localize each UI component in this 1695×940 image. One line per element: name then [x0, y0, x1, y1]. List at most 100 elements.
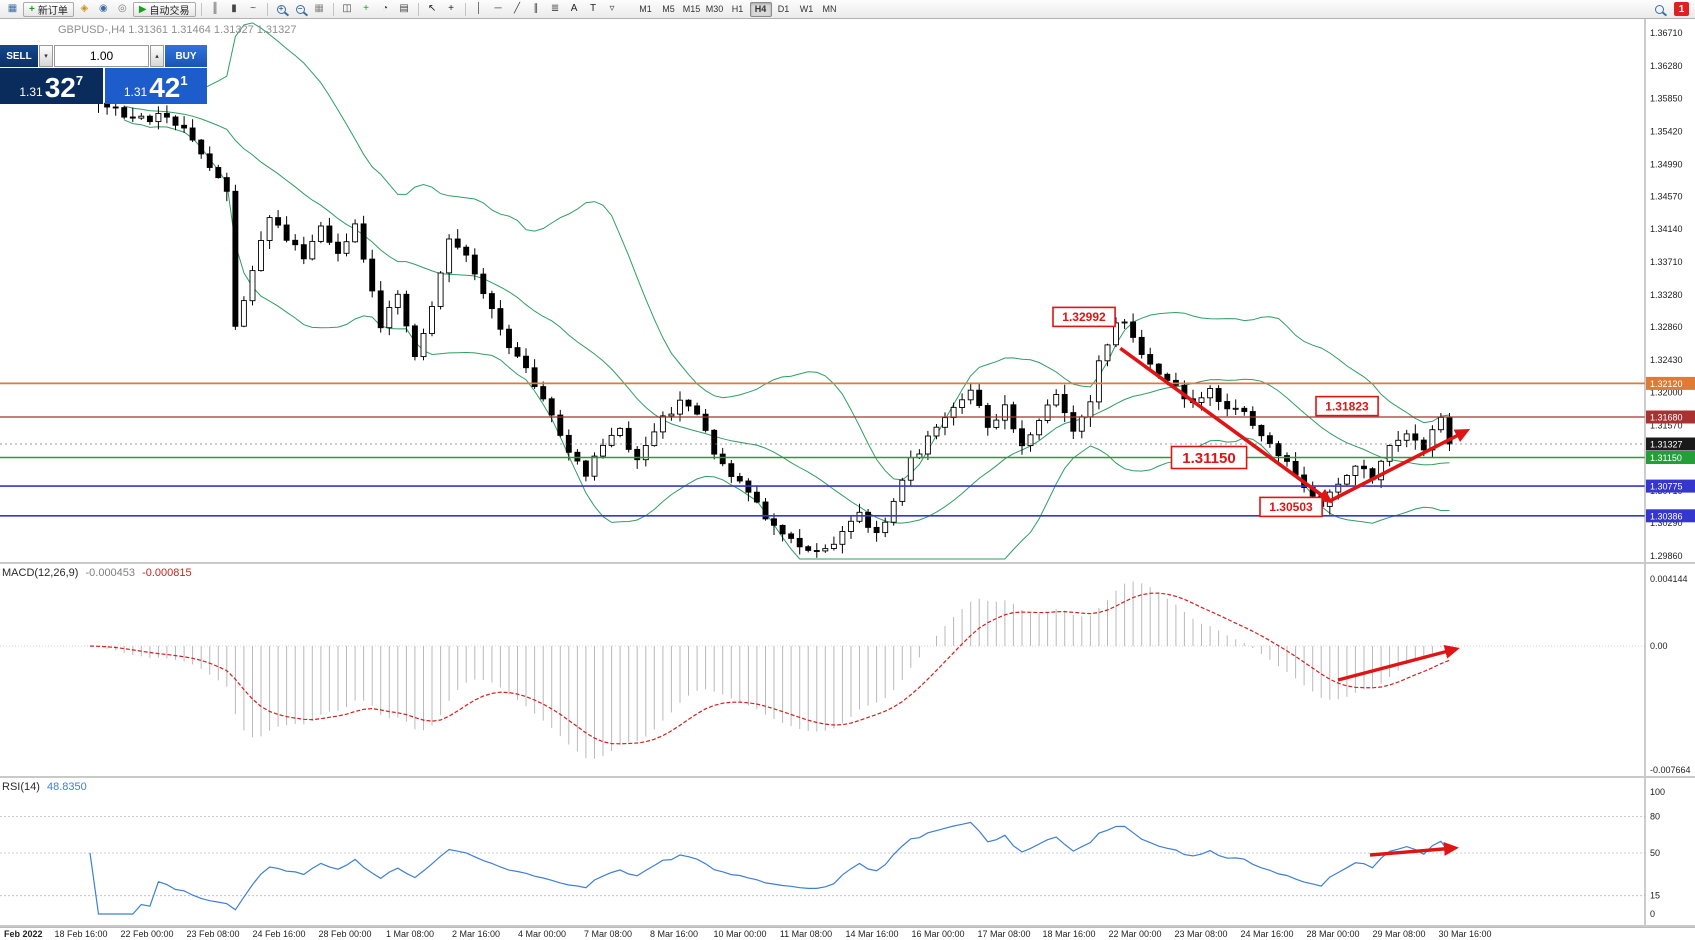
- time-axis-label: 29 Mar 08:00: [1372, 929, 1426, 939]
- volume-input[interactable]: [54, 45, 149, 67]
- price-chart[interactable]: 1.32992 1.31823 1.31150 1.30503 1.36710 1.362…: [0, 19, 1695, 562]
- time-axis-label: 24 Mar 16:00: [1240, 929, 1294, 939]
- zoom-in-icon-glyph: +: [276, 4, 286, 14]
- timeframe-m15-button[interactable]: M15: [682, 4, 701, 14]
- macd-panel[interactable]: 0.004144 0.00 -0.007664: [0, 564, 1695, 776]
- sell-price-prefix: 1.31: [19, 85, 43, 99]
- period-icon[interactable]: ◔: [382, 3, 389, 14]
- timeframe-m1-button[interactable]: M1: [639, 4, 652, 14]
- price-annotation[interactable]: 1.30503: [1259, 496, 1323, 518]
- buy-price-display[interactable]: 1.31 42 1: [104, 68, 207, 104]
- time-axis-label: 7 Mar 08:00: [583, 929, 633, 939]
- bar-chart-icon[interactable]: ║: [211, 3, 219, 14]
- rsi-arrow[interactable]: [1369, 841, 1459, 857]
- timeframe-w1-button[interactable]: W1: [799, 4, 814, 14]
- indicators-icon[interactable]: ◈: [80, 3, 89, 14]
- price-tag: 1.31680: [1646, 410, 1695, 424]
- svg-text:1.30775: 1.30775: [1650, 482, 1683, 492]
- svg-text:1.34990: 1.34990: [1650, 159, 1683, 169]
- macd-arrow[interactable]: [1337, 645, 1460, 682]
- sell-price-sup: 7: [75, 73, 84, 88]
- svg-text:1.30386: 1.30386: [1650, 511, 1683, 521]
- time-axis-label: 23 Feb 08:00: [186, 929, 240, 939]
- svg-text:80: 80: [1650, 811, 1660, 821]
- toolbar-right-group: 1: [1651, 2, 1691, 17]
- volume-increase-button[interactable]: ▴: [150, 45, 164, 67]
- trend-arrow[interactable]: [1119, 346, 1334, 504]
- one-click-controls: SELL ▾ ▴ BUY: [0, 45, 207, 67]
- zoom-out-icon[interactable]: −: [292, 2, 309, 17]
- timeframe-m5-button[interactable]: M5: [662, 4, 675, 14]
- price-annotation[interactable]: 1.31150: [1170, 445, 1248, 470]
- svg-text:100: 100: [1650, 787, 1665, 797]
- buy-button[interactable]: BUY: [165, 45, 207, 67]
- price-tag: 1.30386: [1646, 509, 1695, 523]
- magnifier-glyph: [1655, 4, 1664, 14]
- time-axis-label: 17 Mar 08:00: [977, 929, 1031, 939]
- rsi-panel[interactable]: 100 80 50 15 0: [0, 778, 1695, 925]
- macd-value-signal: -0.000815: [142, 567, 192, 579]
- timeframe-d1-button[interactable]: D1: [777, 4, 790, 14]
- vertical-line-icon[interactable]: │: [475, 3, 483, 14]
- svg-text:1.32000: 1.32000: [1650, 388, 1683, 398]
- time-axis-label: 16 Mar 00:00: [911, 929, 965, 939]
- timeframe-h4-button[interactable]: H4: [749, 1, 772, 17]
- sell-price-display[interactable]: 1.31 32 7: [0, 68, 103, 104]
- grid-icon[interactable]: ▦: [314, 3, 324, 14]
- time-axis-label: 1 Mar 08:00: [385, 929, 435, 939]
- text-icon[interactable]: A: [570, 3, 578, 14]
- svg-text:1.35850: 1.35850: [1650, 94, 1683, 104]
- svg-text:1.31680: 1.31680: [1650, 413, 1683, 423]
- text-label-icon[interactable]: T: [589, 3, 597, 14]
- svg-text:0.00: 0.00: [1650, 641, 1668, 651]
- trend-arrow[interactable]: [1328, 428, 1471, 503]
- cursor-icon[interactable]: ↖: [427, 3, 437, 14]
- trendline-icon[interactable]: ╱: [514, 3, 521, 14]
- timeframe-m30-button[interactable]: M30: [705, 4, 724, 14]
- zoom-out-icon-glyph: −: [295, 4, 305, 14]
- time-axis-label: 23 Mar 08:00: [1174, 929, 1228, 939]
- panel-separator[interactable]: [0, 925, 1695, 927]
- macd-label: MACD(12,26,9) -0.000453 -0.000815: [2, 567, 192, 579]
- arrows-tool-icon[interactable]: ▿: [609, 3, 615, 14]
- timeframe-mn-button[interactable]: MN: [822, 4, 837, 14]
- one-click-prices: 1.31 32 7 1.31 42 1: [0, 68, 207, 104]
- time-axis-label: 4 Mar 00:00: [517, 929, 567, 939]
- tile-windows-icon[interactable]: ◫: [342, 3, 352, 14]
- rsi-value: 48.8350: [46, 781, 87, 793]
- line-chart-icon[interactable]: ~: [250, 3, 256, 14]
- new-chart-icon[interactable]: +: [363, 3, 369, 14]
- navigator-icon[interactable]: ◉: [98, 3, 108, 14]
- rsi-label: RSI(14) 48.8350: [2, 781, 87, 793]
- rsi-name: RSI(14): [2, 781, 40, 793]
- chart-window-icon[interactable]: ▦: [7, 3, 18, 14]
- search-icon[interactable]: [1651, 2, 1668, 17]
- svg-text:1.31150: 1.31150: [1182, 450, 1235, 467]
- price-tag: 1.30775: [1646, 479, 1695, 493]
- notification-badge[interactable]: 1: [1674, 2, 1689, 16]
- sell-button[interactable]: SELL: [0, 45, 38, 67]
- time-axis-label: Feb 2022: [4, 929, 43, 939]
- zoom-in-icon[interactable]: +: [273, 2, 290, 17]
- panel-separator[interactable]: [0, 562, 1695, 564]
- new-order-button[interactable]: + 新订单: [23, 1, 74, 17]
- toolbar-separator: [200, 2, 202, 16]
- time-axis-label: 28 Mar 00:00: [1306, 929, 1360, 939]
- buy-price-big: 42: [149, 72, 181, 104]
- svg-text:1.33280: 1.33280: [1650, 290, 1683, 300]
- autotrading-button[interactable]: ▶ 自动交易: [132, 1, 196, 17]
- timeframe-h1-button[interactable]: H1: [731, 4, 744, 14]
- horizontal-line-icon[interactable]: ─: [494, 3, 502, 14]
- time-axis[interactable]: Feb 2022 18 Feb 16:00 22 Feb 00:00 23 Feb 0…: [0, 927, 1695, 940]
- terminal-icon[interactable]: ◎: [117, 3, 127, 14]
- crosshair-icon[interactable]: +: [448, 3, 454, 14]
- price-annotation[interactable]: 1.31823: [1315, 395, 1379, 417]
- panel-separator[interactable]: [0, 776, 1695, 778]
- channel-icon[interactable]: ∥: [533, 3, 539, 14]
- toolbar-separator: [464, 2, 466, 16]
- price-annotation[interactable]: 1.32992: [1052, 306, 1116, 328]
- fibonacci-icon[interactable]: ≣: [550, 3, 560, 14]
- volume-decrease-button[interactable]: ▾: [39, 45, 53, 67]
- templates-icon[interactable]: ▤: [399, 3, 409, 14]
- candlestick-chart-icon[interactable]: ▮: [231, 3, 237, 14]
